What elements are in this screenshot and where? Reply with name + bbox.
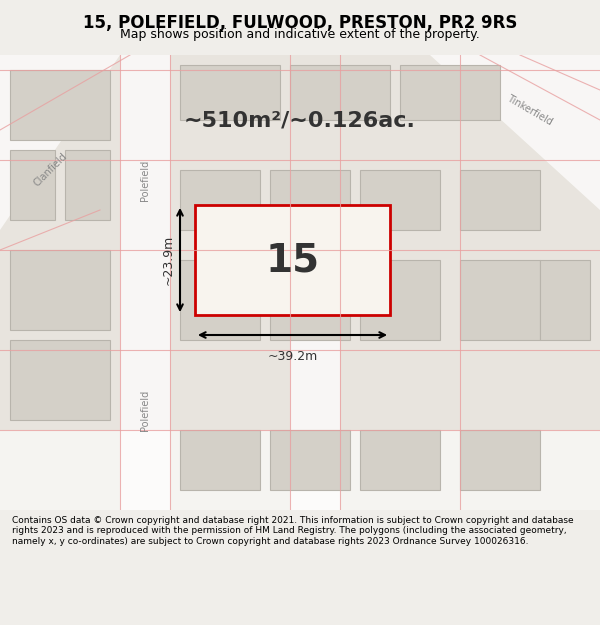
Bar	[360, 260, 440, 340]
Polygon shape	[430, 55, 600, 210]
Bar	[10, 150, 55, 220]
Bar	[180, 65, 280, 120]
Bar	[460, 170, 540, 230]
Bar	[10, 250, 110, 330]
Text: 15, POLEFIELD, FULWOOD, PRESTON, PR2 9RS: 15, POLEFIELD, FULWOOD, PRESTON, PR2 9RS	[83, 14, 517, 32]
Bar	[540, 260, 590, 340]
Bar	[460, 260, 540, 340]
Bar	[180, 260, 260, 340]
Text: ~510m²/~0.126ac.: ~510m²/~0.126ac.	[184, 110, 416, 130]
Text: Polefield: Polefield	[140, 389, 150, 431]
Text: Map shows position and indicative extent of the property.: Map shows position and indicative extent…	[120, 28, 480, 41]
Text: Contains OS data © Crown copyright and database right 2021. This information is : Contains OS data © Crown copyright and d…	[12, 516, 574, 546]
Text: ~39.2m: ~39.2m	[268, 350, 317, 363]
Bar	[65, 150, 110, 220]
Bar	[195, 205, 390, 315]
Bar	[290, 310, 340, 510]
Bar	[270, 170, 350, 230]
Bar	[290, 65, 390, 120]
Bar	[270, 260, 350, 340]
Bar	[180, 430, 260, 490]
Bar	[10, 70, 110, 140]
Bar	[400, 65, 500, 120]
Bar	[180, 170, 260, 230]
Text: 15: 15	[265, 241, 320, 279]
Bar	[120, 55, 170, 510]
Text: ~23.9m: ~23.9m	[162, 235, 175, 285]
Text: Tinkerfield: Tinkerfield	[505, 93, 554, 127]
Text: Polefield: Polefield	[140, 159, 150, 201]
Bar	[360, 170, 440, 230]
Bar	[270, 430, 350, 490]
Bar	[10, 340, 110, 420]
Bar	[0, 430, 600, 510]
Text: Clanfield: Clanfield	[31, 151, 68, 189]
Bar	[360, 430, 440, 490]
Polygon shape	[0, 55, 120, 230]
Bar	[460, 430, 540, 490]
